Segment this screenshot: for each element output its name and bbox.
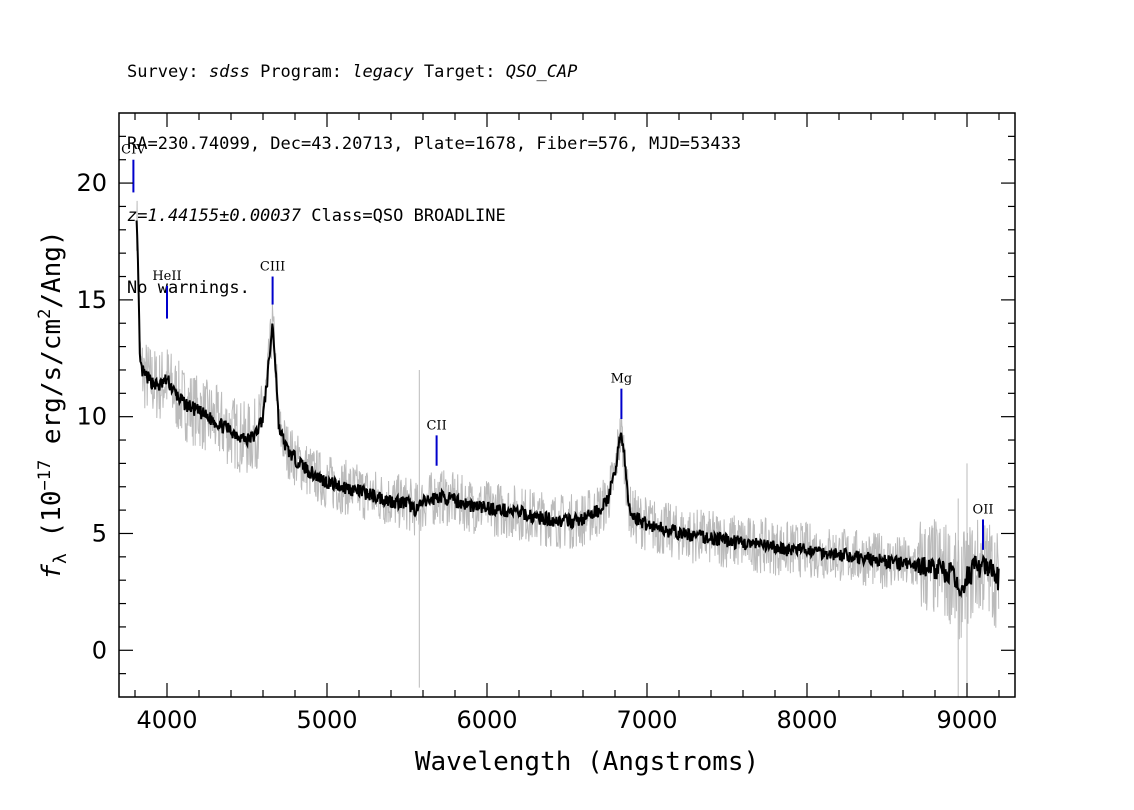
program-label: Program:: [249, 62, 353, 82]
line-label-cii: CII: [426, 418, 446, 433]
header-line-survey: Survey: sdss Program: legacy Target: QSO…: [127, 60, 741, 84]
x-tick-label: 8000: [776, 706, 837, 734]
target-label: Target:: [413, 62, 506, 82]
line-label-oii: OII: [973, 502, 994, 517]
noisy-flux-line: [136, 200, 1000, 640]
y-tick-label: 0: [92, 636, 107, 664]
line-label-ciii: CIII: [260, 260, 285, 275]
emission-line-markers: CIV HeII CIII CII Mg OII: [121, 143, 993, 550]
plot-frame: [118, 112, 1016, 698]
smoothed-flux-line: [135, 220, 1000, 599]
survey-label: Survey:: [127, 62, 209, 82]
header-line-warnings: No warnings.: [127, 278, 250, 298]
noisy-flux-series: [136, 200, 1000, 697]
program-value: legacy: [352, 62, 414, 82]
y-axis-title-text: fλ (10−17 erg/s/cm2/Ang): [35, 230, 71, 579]
header-line-redshift: z=1.44155±0.00037 Class=QSO BROADLINE: [127, 204, 741, 228]
spectrum-header: Survey: sdss Program: legacy Target: QSO…: [127, 12, 741, 324]
target-value: QSO_CAP: [505, 62, 578, 82]
y-tick-label: 20: [76, 169, 107, 197]
y-tick-label: 5: [92, 519, 107, 547]
class-value: Class=QSO BROADLINE: [301, 206, 506, 226]
line-label-heii: HeII: [152, 269, 181, 284]
y-axis-title: fλ (10−17 erg/s/cm2/Ang): [35, 230, 71, 579]
x-tick-label: 6000: [456, 706, 517, 734]
y-tick-label: 15: [76, 286, 107, 314]
redshift-value: z=1.44155±0.00037: [127, 206, 301, 226]
line-label-mg: Mg: [611, 372, 633, 387]
y-tick-label: 10: [76, 403, 107, 431]
axis-ticks: 4000 5000 6000 7000 8000 9000 0 5 10 15 20: [76, 113, 1015, 734]
header-line-coordinates: RA=230.74099, Dec=43.20713, Plate=1678, …: [127, 134, 742, 154]
x-tick-label: 9000: [936, 706, 997, 734]
smoothed-flux-series: [135, 220, 1000, 599]
x-tick-label: 5000: [296, 706, 357, 734]
x-axis-title: Wavelength (Angstroms): [415, 747, 759, 777]
x-tick-label: 7000: [616, 706, 677, 734]
x-tick-label: 4000: [136, 706, 197, 734]
survey-value: sdss: [208, 62, 250, 82]
line-label-civ: CIV: [121, 143, 146, 158]
